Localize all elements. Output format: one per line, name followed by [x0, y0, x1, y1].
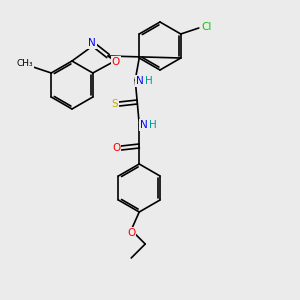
Text: O: O — [127, 228, 135, 238]
Text: S: S — [111, 99, 118, 109]
Text: N: N — [140, 120, 148, 130]
Text: H: H — [149, 120, 157, 130]
Text: O: O — [112, 57, 120, 67]
Text: N: N — [136, 76, 144, 86]
Text: H: H — [145, 76, 153, 86]
Text: O: O — [112, 143, 120, 153]
Text: N: N — [88, 38, 96, 48]
Text: CH₃: CH₃ — [17, 59, 34, 68]
Text: Cl: Cl — [202, 22, 212, 32]
